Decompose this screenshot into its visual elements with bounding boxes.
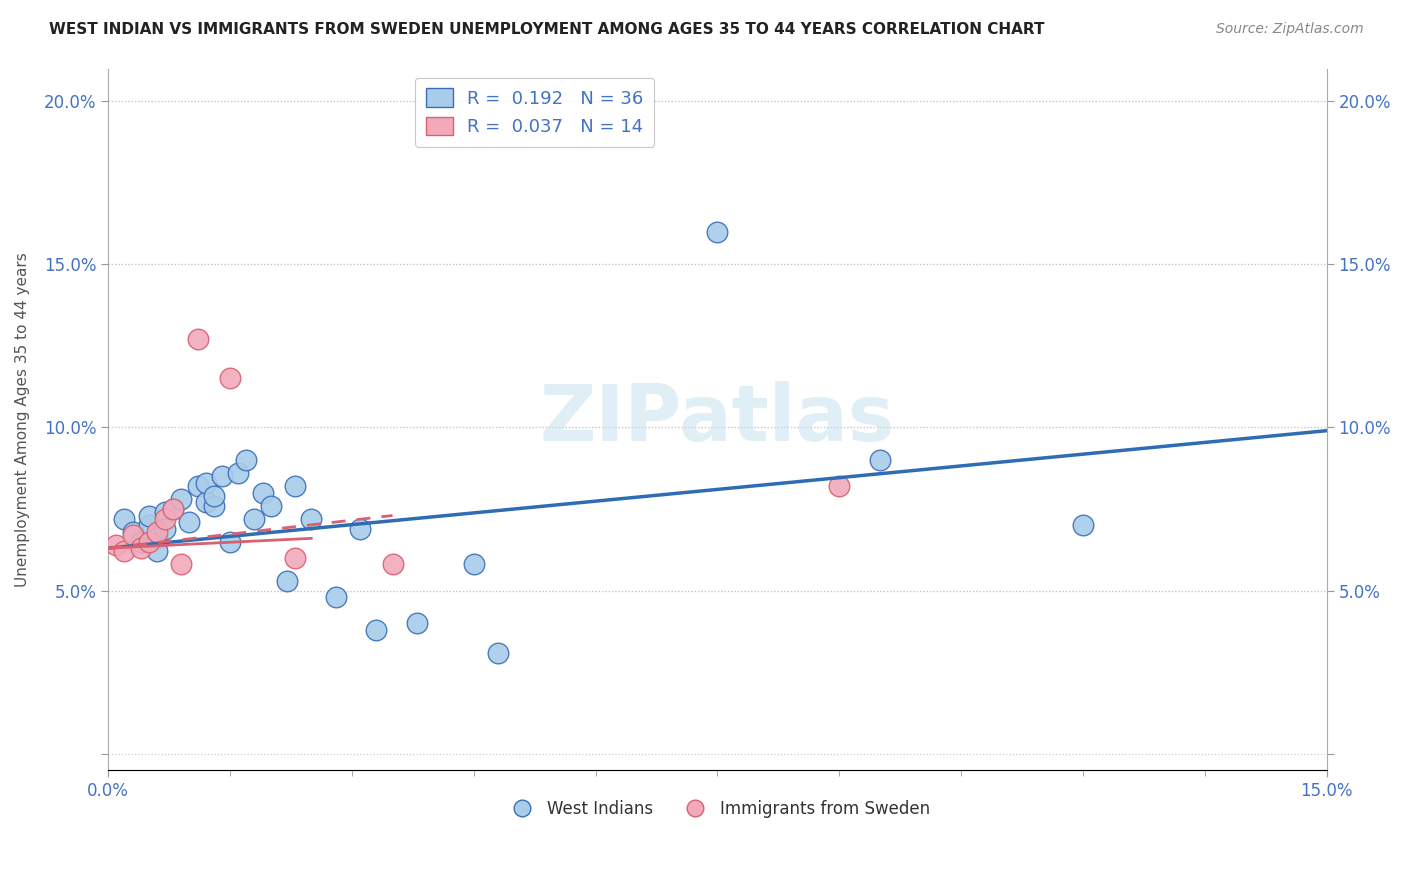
Point xyxy=(828,479,851,493)
Point xyxy=(162,502,184,516)
Point xyxy=(146,532,169,546)
Point xyxy=(187,479,209,493)
Point xyxy=(284,479,307,493)
Point xyxy=(138,518,160,533)
Point xyxy=(146,544,169,558)
Point xyxy=(226,466,249,480)
Text: ZIPatlas: ZIPatlas xyxy=(540,381,896,458)
Point xyxy=(153,512,176,526)
Point xyxy=(138,508,160,523)
Point xyxy=(202,499,225,513)
Point xyxy=(366,623,388,637)
Point xyxy=(114,544,136,558)
Point xyxy=(153,522,176,536)
Point xyxy=(162,502,184,516)
Point xyxy=(146,524,169,539)
Point xyxy=(129,534,152,549)
Point xyxy=(276,574,298,588)
Point xyxy=(706,225,728,239)
Point xyxy=(194,475,217,490)
Point xyxy=(187,332,209,346)
Point xyxy=(252,485,274,500)
Point xyxy=(243,512,266,526)
Point xyxy=(211,469,233,483)
Point xyxy=(1071,518,1094,533)
Point xyxy=(219,534,242,549)
Point xyxy=(325,590,347,604)
Legend: West Indians, Immigrants from Sweden: West Indians, Immigrants from Sweden xyxy=(499,794,936,825)
Point xyxy=(235,453,257,467)
Point xyxy=(219,371,242,385)
Point xyxy=(114,512,136,526)
Point xyxy=(463,558,485,572)
Y-axis label: Unemployment Among Ages 35 to 44 years: Unemployment Among Ages 35 to 44 years xyxy=(15,252,30,587)
Point xyxy=(869,453,891,467)
Point xyxy=(202,489,225,503)
Point xyxy=(170,558,193,572)
Point xyxy=(299,512,322,526)
Point xyxy=(486,646,509,660)
Text: WEST INDIAN VS IMMIGRANTS FROM SWEDEN UNEMPLOYMENT AMONG AGES 35 TO 44 YEARS COR: WEST INDIAN VS IMMIGRANTS FROM SWEDEN UN… xyxy=(49,22,1045,37)
Point xyxy=(349,522,371,536)
Point xyxy=(153,505,176,519)
Point xyxy=(284,550,307,565)
Point xyxy=(121,524,143,539)
Point xyxy=(381,558,404,572)
Point xyxy=(129,541,152,556)
Text: Source: ZipAtlas.com: Source: ZipAtlas.com xyxy=(1216,22,1364,37)
Point xyxy=(260,499,283,513)
Point xyxy=(121,528,143,542)
Point xyxy=(194,495,217,509)
Point xyxy=(170,492,193,507)
Point xyxy=(406,616,429,631)
Point xyxy=(179,515,201,529)
Point xyxy=(105,538,128,552)
Point xyxy=(138,534,160,549)
